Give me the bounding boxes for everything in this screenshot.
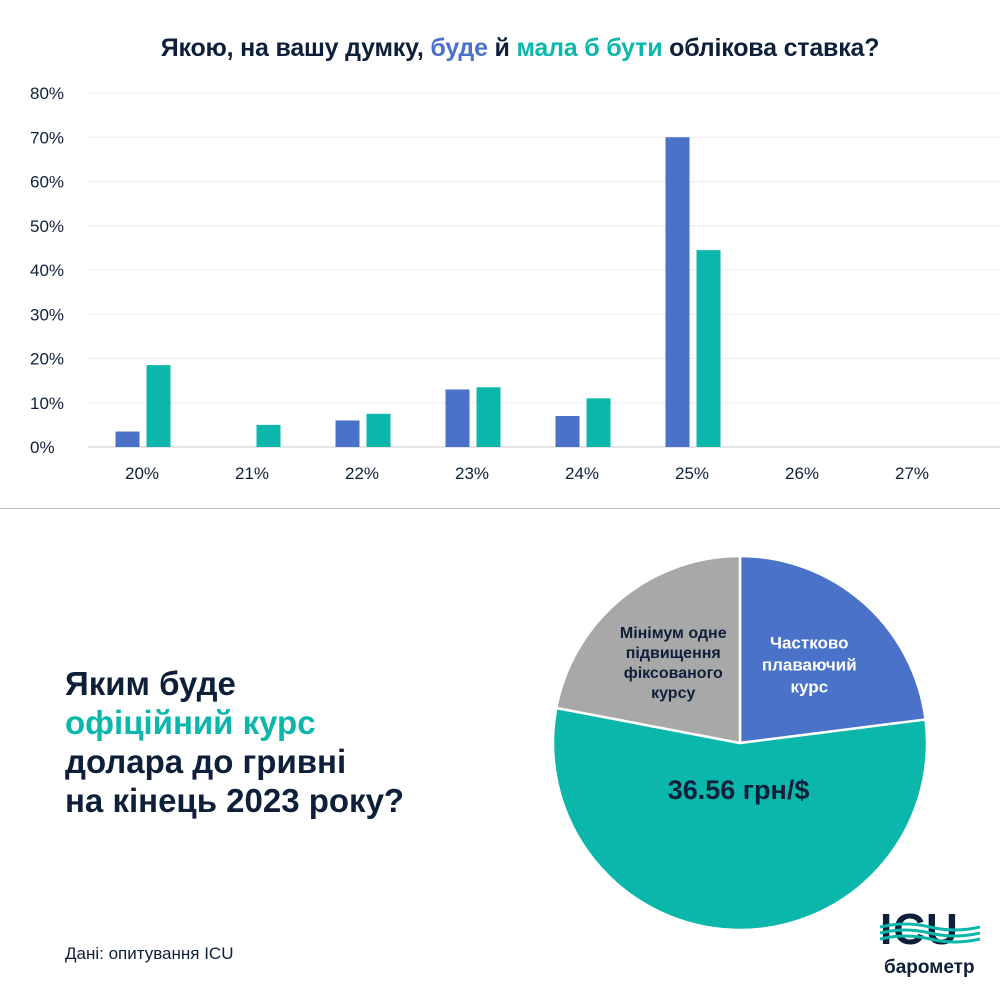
x-tick-label: 23% [455,464,489,483]
icu-logo: ICU барометр [880,905,980,985]
title-highlight-should-be: мала б бути [516,34,663,62]
bar-will-be-25% [665,137,690,447]
x-tick-label: 22% [345,464,379,483]
title-part-5: облікова ставка? [662,34,880,62]
bar-should-be-23% [476,387,501,447]
y-tick-label: 80% [30,84,64,103]
pie-slice-label: 36.56 грн/$ [668,775,810,805]
y-tick-label: 50% [30,217,64,236]
y-tick-label: 10% [30,394,64,413]
pie-slice-label: курс [790,677,828,696]
y-tick-label: 60% [30,173,64,192]
x-tick-label: 25% [675,464,709,483]
pie-slice-label: курсу [651,685,695,702]
bar-will-be-22% [335,420,360,447]
y-tick-label: 0% [30,438,55,457]
pie-slice [738,554,927,745]
bar-should-be-25% [696,250,721,447]
pie-slice-label: фіксованого [624,665,723,682]
logo-wave-icon [880,922,980,944]
y-tick-label: 70% [30,128,64,147]
x-tick-label: 20% [125,464,159,483]
bar-will-be-23% [445,389,470,447]
title-part-3: й [487,34,517,62]
pie-slice-label: Частково [770,633,848,652]
bar-should-be-20% [146,365,171,447]
pie-slice-label: підвищення [626,645,721,662]
bar-will-be-24% [555,416,580,447]
y-tick-label: 40% [30,261,64,280]
title-part-1: Якою, на вашу думку, [160,34,431,62]
y-tick-label: 20% [30,350,64,369]
x-tick-label: 21% [235,464,269,483]
bar-should-be-24% [586,398,611,447]
x-tick-label: 26% [785,464,819,483]
bar-chart: 0% 10% 20% 30% 40% 50% 60% 70% 80% 20% 21% 22% 23% 24… [30,84,1000,483]
y-tick-label: 30% [30,305,64,324]
pie-slice-label: Мінімум одне [620,625,727,642]
bar-should-be-22% [366,413,391,447]
question-line-3: долара до гривні [65,743,347,780]
x-tick-label: 27% [895,464,929,483]
title-highlight-will-be: буде [430,34,488,62]
question-line-2: офіційний курс [65,704,316,741]
pie-slice [554,554,742,745]
question-line-4: на кінець 2023 року? [65,782,405,819]
logo-subtitle: барометр [884,957,975,978]
pie-slice [551,706,929,932]
pie-slice-label: плаваючий [762,655,857,674]
bar-should-be-21% [256,424,281,447]
section-divider [0,508,1000,509]
x-tick-label: 24% [565,464,599,483]
question-line-1: Яким буде [65,665,236,702]
pie-chart: Частково плаваючий курс 36.56 грн/$ Мінімум … [551,554,929,932]
pie-question: Яким буде офіційний курс долара до гривн… [65,664,404,820]
bar-will-be-20% [115,431,140,447]
bar-chart-title: Якою, на вашу думку, буде й мала б бути … [0,34,1000,63]
data-source: Дані: опитування ICU [65,944,234,963]
